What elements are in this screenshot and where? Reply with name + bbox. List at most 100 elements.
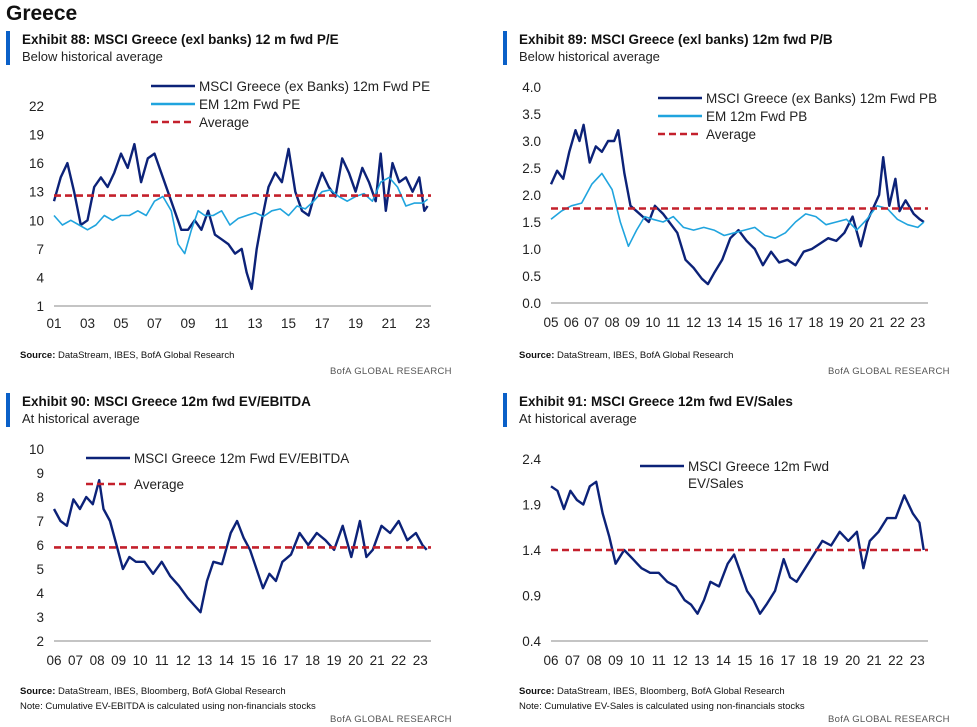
y-tick-label: 7: [36, 514, 44, 529]
y-tick-label: 0.9: [522, 589, 541, 604]
x-tick-label: 22: [890, 315, 905, 330]
x-tick-label: 11: [215, 316, 229, 331]
legend-label: EM 12m Fwd PE: [199, 97, 300, 112]
x-tick-label: 20: [348, 653, 363, 668]
x-tick-label: 12: [176, 653, 191, 668]
exhibit-88-panel: Exhibit 88: MSCI Greece (exl banks) 12 m…: [6, 31, 456, 331]
x-tick-label: 10: [630, 653, 645, 668]
y-tick-label: 6: [36, 538, 44, 553]
exhibit-88-source: Source: DataStream, IBES, BofA Global Re…: [20, 350, 234, 361]
y-tick-label: 5: [36, 562, 44, 577]
exhibit-90-source: Source: DataStream, IBES, Bloomberg, Bof…: [20, 686, 286, 697]
source-label: Source:: [20, 686, 56, 697]
x-tick-label: 17: [315, 316, 330, 331]
x-tick-label: 19: [824, 653, 839, 668]
source-label: Source:: [519, 686, 555, 697]
y-tick-label: 16: [29, 156, 44, 171]
x-tick-label: 23: [413, 653, 428, 668]
exhibit-91-subtitle: At historical average: [519, 411, 637, 426]
x-tick-label: 18: [802, 653, 817, 668]
y-tick-label: 0.5: [522, 269, 541, 284]
x-tick-label: 03: [80, 316, 95, 331]
series-line-greece: [549, 123, 925, 286]
y-tick-label: 10: [29, 213, 44, 228]
y-tick-label: 1.9: [522, 498, 541, 513]
exhibit-91-header: Exhibit 91: MSCI Greece 12m fwd EV/Sales…: [503, 393, 953, 427]
y-tick-label: 3.0: [522, 134, 541, 149]
x-tick-label: 13: [707, 315, 722, 330]
x-tick-label: 16: [768, 315, 783, 330]
x-tick-label: 06: [543, 653, 558, 668]
x-tick-label: 15: [747, 315, 762, 330]
x-tick-label: 09: [608, 653, 623, 668]
x-tick-label: 14: [219, 653, 235, 668]
exhibit-91-note: Note: Cumulative EV-Sales is calculated …: [519, 701, 805, 712]
exhibit-88-subtitle: Below historical average: [22, 49, 163, 64]
x-tick-label: 09: [625, 315, 640, 330]
legend-label: Average: [199, 115, 249, 130]
x-tick-label: 18: [305, 653, 320, 668]
x-tick-label: 10: [645, 315, 660, 330]
x-tick-label: 11: [666, 315, 680, 330]
x-tick-label: 16: [262, 653, 277, 668]
x-tick-label: 16: [759, 653, 774, 668]
series-line-greece: [550, 480, 925, 615]
exhibit-89-title: Exhibit 89: MSCI Greece (exl banks) 12m …: [519, 32, 833, 47]
x-tick-label: 21: [870, 315, 885, 330]
x-tick-label: 05: [543, 315, 558, 330]
x-tick-label: 23: [910, 653, 925, 668]
x-tick-label: 15: [737, 653, 752, 668]
series-line-greece: [52, 142, 429, 291]
x-tick-label: 19: [327, 653, 342, 668]
y-tick-label: 1.4: [522, 543, 541, 558]
y-tick-label: 13: [29, 185, 44, 200]
x-tick-label: 15: [240, 653, 255, 668]
source-text: DataStream, IBES, BofA Global Research: [554, 350, 734, 361]
exhibit-89-subtitle: Below historical average: [519, 49, 660, 64]
x-tick-label: 15: [281, 316, 296, 331]
series-line-greece: [52, 479, 428, 614]
x-tick-label: 06: [564, 315, 579, 330]
y-tick-label: 1.0: [522, 242, 541, 257]
exhibit-91-panel: Exhibit 91: MSCI Greece 12m fwd EV/Sales…: [503, 393, 953, 668]
exhibit-90-footer: BofA GLOBAL RESEARCH: [330, 714, 452, 725]
legend-label: MSCI Greece (ex Banks) 12m Fwd PE: [199, 79, 430, 94]
x-tick-label: 10: [133, 653, 148, 668]
y-tick-label: 2: [36, 634, 44, 649]
x-tick-label: 08: [605, 315, 620, 330]
source-text: DataStream, IBES, Bloomberg, BofA Global…: [554, 686, 785, 697]
x-tick-label: 07: [68, 653, 83, 668]
exhibit-90-note: Note: Cumulative EV-EBITDA is calculated…: [20, 701, 316, 712]
y-tick-label: 10: [29, 442, 44, 457]
y-tick-label: 19: [29, 128, 44, 143]
source-text: DataStream, IBES, BofA Global Research: [55, 350, 235, 361]
x-tick-label: 14: [727, 315, 743, 330]
source-label: Source:: [519, 350, 555, 361]
legend-label: Average: [134, 477, 184, 492]
x-tick-label: 13: [197, 653, 212, 668]
y-tick-label: 1.5: [522, 215, 541, 230]
y-tick-label: 8: [36, 490, 44, 505]
y-tick-label: 3: [36, 610, 44, 625]
x-tick-label: 06: [46, 653, 61, 668]
exhibit-91-source: Source: DataStream, IBES, Bloomberg, Bof…: [519, 686, 785, 697]
x-tick-label: 22: [888, 653, 903, 668]
x-tick-label: 23: [415, 316, 430, 331]
x-tick-label: 22: [391, 653, 406, 668]
x-tick-label: 23: [910, 315, 925, 330]
exhibit-89-source: Source: DataStream, IBES, BofA Global Re…: [519, 350, 733, 361]
exhibit-90-title: Exhibit 90: MSCI Greece 12m fwd EV/EBITD…: [22, 394, 311, 409]
x-tick-label: 20: [845, 653, 860, 668]
x-tick-label: 17: [788, 315, 803, 330]
x-tick-label: 05: [114, 316, 129, 331]
y-tick-label: 0.4: [522, 634, 541, 649]
x-tick-label: 07: [565, 653, 580, 668]
exhibit-90-header: Exhibit 90: MSCI Greece 12m fwd EV/EBITD…: [6, 393, 456, 427]
exhibit-90-subtitle: At historical average: [22, 411, 140, 426]
x-tick-label: 19: [348, 316, 363, 331]
x-tick-label: 20: [849, 315, 864, 330]
exhibit-89-footer: BofA GLOBAL RESEARCH: [828, 366, 950, 377]
exhibit-91-footer: BofA GLOBAL RESEARCH: [828, 714, 950, 725]
y-tick-label: 2.5: [522, 161, 541, 176]
